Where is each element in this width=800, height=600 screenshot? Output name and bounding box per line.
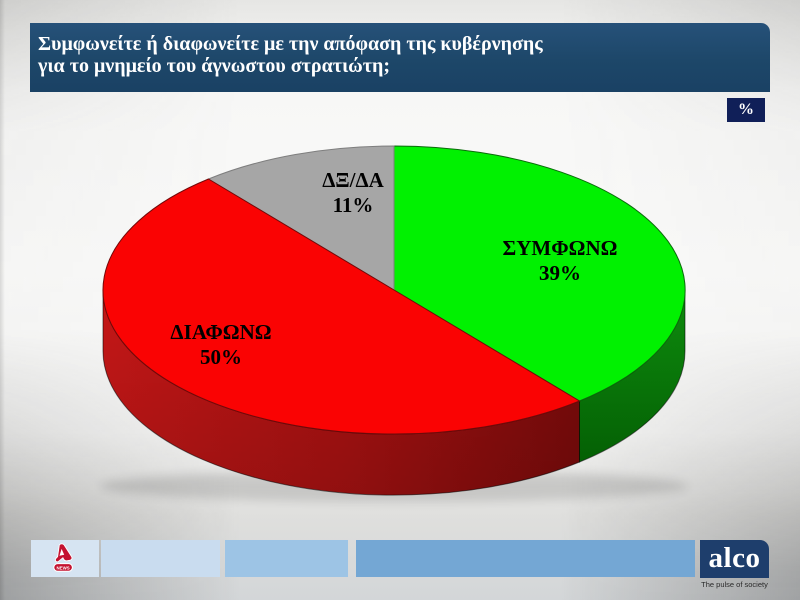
svg-text:NEWS: NEWS (57, 565, 70, 570)
